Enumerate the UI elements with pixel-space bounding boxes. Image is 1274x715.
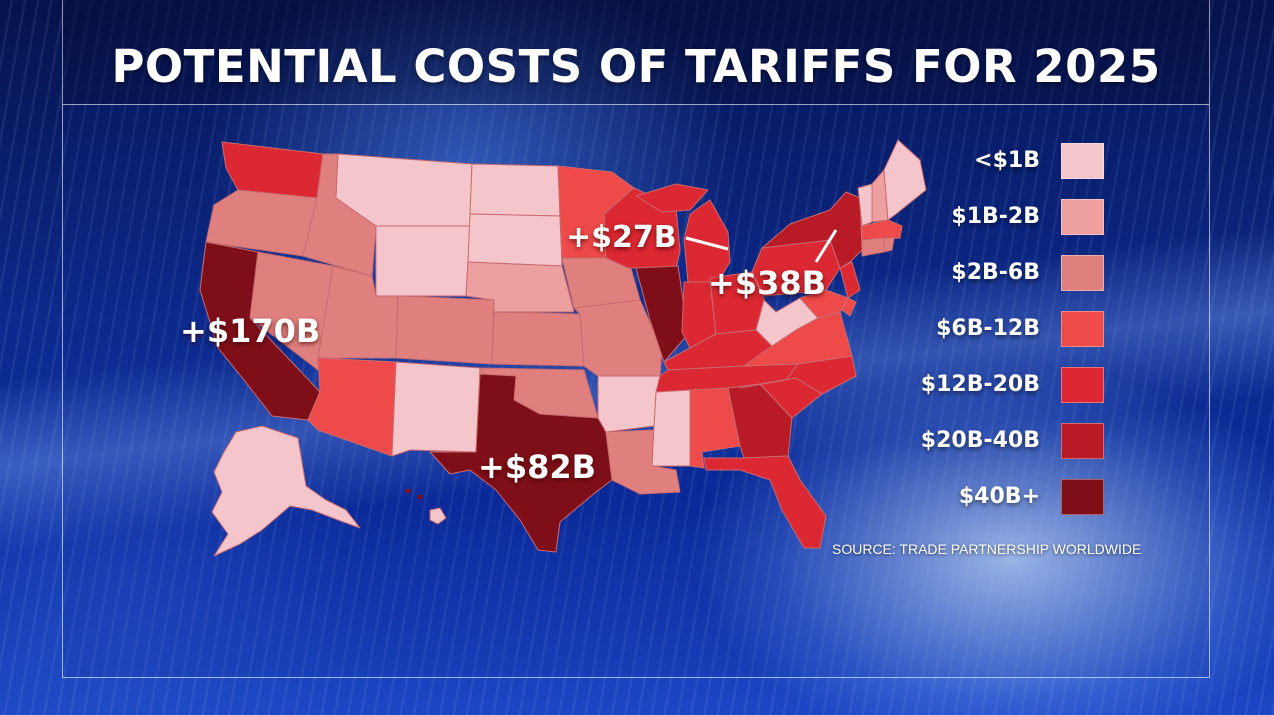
hawaii-island-dot	[405, 488, 411, 494]
state-new-york	[761, 191, 863, 269]
legend-label-lt1b: <$1B	[974, 148, 1040, 173]
state-alaska	[211, 425, 361, 557]
state-illinois	[635, 265, 689, 363]
callout-texas: +$82B	[478, 448, 596, 486]
state-rhode-island	[883, 237, 895, 253]
state-colorado	[395, 295, 495, 365]
legend-swatch-40b-plus	[1061, 479, 1104, 515]
page-title: POTENTIAL COSTS OF TARIFFS FOR 2025	[111, 40, 1161, 93]
legend-swatch-12b-20b	[1061, 367, 1104, 403]
state-arkansas	[597, 375, 661, 433]
callout-line-illinois	[685, 236, 729, 251]
callout-line-new-york	[814, 229, 838, 263]
state-new-jersey	[839, 261, 861, 299]
state-kansas	[491, 311, 585, 367]
state-wyoming	[375, 225, 471, 297]
legend-label-6b-12b: $6B-12B	[936, 316, 1040, 341]
legend-swatch-20b-40b	[1061, 423, 1104, 459]
title-bar: POTENTIAL COSTS OF TARIFFS FOR 2025	[62, 0, 1210, 104]
state-michigan-lower	[683, 199, 731, 283]
legend-swatch-1b-2b	[1061, 199, 1104, 235]
state-new-mexico	[391, 361, 481, 457]
legend-label-12b-20b: $12B-20B	[920, 372, 1040, 397]
state-arizona	[307, 357, 397, 457]
state-delaware	[841, 297, 857, 317]
legend-label-20b-40b: $20B-40B	[920, 428, 1040, 453]
legend-swatch-6b-12b	[1061, 311, 1104, 347]
legend-swatch-lt1b	[1061, 143, 1104, 179]
legend-swatch-2b-6b	[1061, 255, 1104, 291]
callout-new-york: +$38B	[708, 264, 826, 302]
source-note: SOURCE: TRADE PARTNERSHIP WORLDWIDE	[832, 541, 1142, 557]
legend-label-40b-plus: $40B+	[958, 484, 1040, 509]
state-connecticut	[861, 237, 885, 257]
state-texas	[429, 373, 613, 553]
state-hawaii	[429, 507, 447, 525]
state-nevada	[249, 251, 334, 371]
legend-label-2b-6b: $2B-6B	[951, 260, 1040, 285]
legend-label-1b-2b: $1B-2B	[951, 204, 1040, 229]
state-south-dakota	[467, 213, 563, 267]
hawaii-island-dot	[417, 494, 423, 500]
callout-california: +$170B	[180, 312, 321, 350]
state-north-dakota	[469, 163, 561, 217]
state-massachusetts	[861, 219, 903, 241]
state-north-carolina	[739, 355, 857, 395]
state-mississippi	[651, 389, 691, 467]
state-michigan-upper	[635, 183, 709, 213]
state-washington	[221, 141, 324, 199]
state-florida	[703, 455, 827, 549]
callout-illinois: +$27B	[566, 220, 677, 255]
state-oregon	[205, 189, 318, 257]
